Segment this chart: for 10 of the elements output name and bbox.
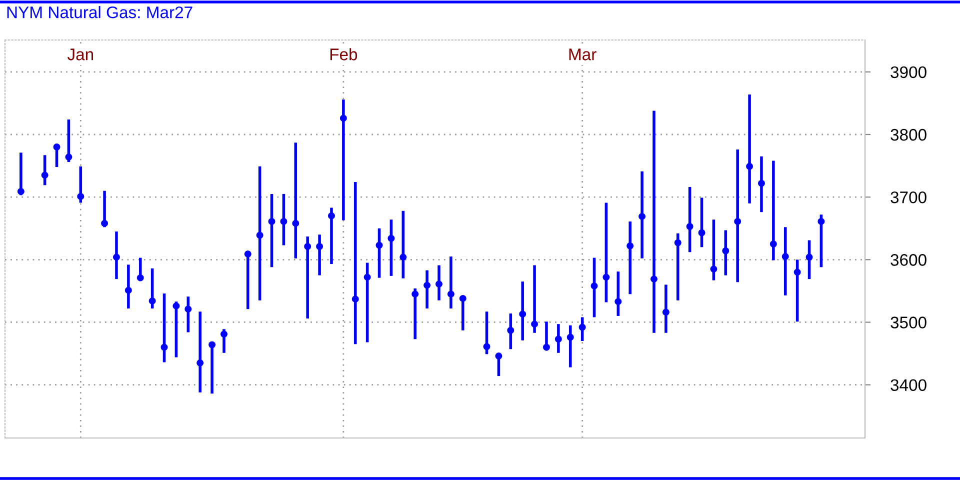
chart-title: NYM Natural Gas: Mar27 (7, 6, 192, 18)
x-tick-label: Jan (67, 48, 94, 60)
y-tick-label: 3800 (890, 128, 926, 141)
y-tick-label: 3700 (890, 191, 926, 204)
y-tick-label: 3500 (890, 316, 926, 328)
x-tick-label: Feb (330, 48, 358, 60)
y-tick-label: 3900 (890, 66, 926, 78)
x-tick-label: Mar (569, 48, 596, 60)
y-tick-label: 3600 (890, 254, 926, 266)
y-tick-label: 3400 (890, 379, 926, 392)
